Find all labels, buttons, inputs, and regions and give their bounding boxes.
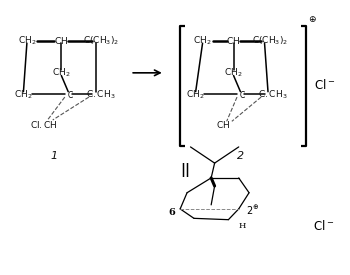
Text: $\mathsf{CH}$: $\mathsf{CH}$ bbox=[54, 35, 68, 46]
Text: $\mathsf{CH_2}$: $\mathsf{CH_2}$ bbox=[193, 34, 212, 47]
Text: $\mathsf{Cl.CH}$: $\mathsf{Cl.CH}$ bbox=[30, 119, 58, 130]
Text: 6: 6 bbox=[168, 208, 175, 218]
Text: $\mathsf{C.CH_3}$: $\mathsf{C.CH_3}$ bbox=[86, 88, 116, 101]
Text: $\mathsf{CH_2}$: $\mathsf{CH_2}$ bbox=[187, 88, 205, 101]
Text: $\mathsf{Cl}^-$: $\mathsf{Cl}^-$ bbox=[315, 78, 336, 92]
Text: $\mathsf{CH_2}$: $\mathsf{CH_2}$ bbox=[52, 67, 71, 79]
Text: $\mathsf{CH_2}$: $\mathsf{CH_2}$ bbox=[14, 88, 33, 101]
Text: $\mathsf{CH_2}$: $\mathsf{CH_2}$ bbox=[18, 34, 36, 47]
Text: $\mathsf{CH_2}$: $\mathsf{CH_2}$ bbox=[224, 67, 243, 79]
Text: ||: || bbox=[180, 163, 190, 177]
Text: $\mathsf{CH}$: $\mathsf{CH}$ bbox=[216, 119, 230, 130]
Text: $\oplus$: $\oplus$ bbox=[308, 14, 316, 24]
Text: $\mathsf{C(CH_3)_2}$: $\mathsf{C(CH_3)_2}$ bbox=[83, 34, 119, 47]
Text: $2^{\oplus}$: $2^{\oplus}$ bbox=[246, 204, 259, 217]
Text: $\mathsf{Cl}^-$: $\mathsf{Cl}^-$ bbox=[313, 219, 334, 233]
Text: $\mathsf{C.CH_3}$: $\mathsf{C.CH_3}$ bbox=[258, 88, 288, 101]
Text: $\mathsf{C(CH_3)_2}$: $\mathsf{C(CH_3)_2}$ bbox=[252, 34, 288, 47]
Text: 1: 1 bbox=[51, 151, 58, 161]
Text: $\mathsf{CH}$: $\mathsf{CH}$ bbox=[226, 35, 241, 46]
Text: $\mathsf{C}$: $\mathsf{C}$ bbox=[239, 89, 246, 100]
Text: $\mathsf{C}$: $\mathsf{C}$ bbox=[66, 89, 74, 100]
Text: 2: 2 bbox=[237, 151, 244, 161]
Text: H: H bbox=[238, 222, 246, 230]
